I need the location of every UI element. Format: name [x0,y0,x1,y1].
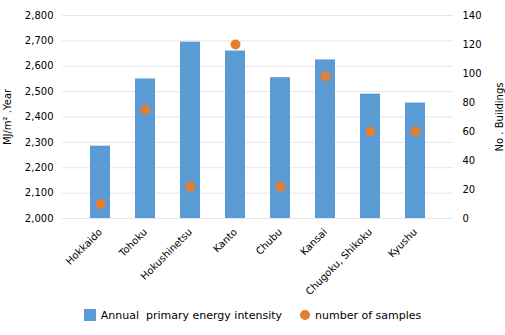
svg-text:2,500: 2,500 [25,86,54,97]
svg-text:Hokkaido: Hokkaido [64,226,105,267]
svg-text:Kanto: Kanto [211,226,239,254]
html-text:Annual primary energy intensit: Annual primary energy intensity [100,308,282,322]
svg-text:40: 40 [463,155,476,166]
svg-text:No . Buildings: No . Buildings [494,83,505,152]
svg-text:Chubu: Chubu [254,226,285,257]
svg-text:2,700: 2,700 [25,35,54,46]
svg-text:80: 80 [463,97,476,108]
svg-text:0: 0 [463,213,469,224]
svg-text:140: 140 [463,10,482,21]
html-text:number of samples: number of samples [315,308,422,322]
svg-text:Kyushu: Kyushu [386,226,419,259]
svg-text:Chugoku, Shikoku: Chugoku, Shikoku [303,226,374,297]
svg-text:2,100: 2,100 [25,187,54,198]
svg-text:Kansai: Kansai [298,226,329,257]
svg-text:2,200: 2,200 [25,162,54,173]
svg-text:2,000: 2,000 [25,213,54,224]
svg-text:Tohoku: Tohoku [116,226,149,259]
svg-text:60: 60 [463,126,476,137]
svg-text:2,400: 2,400 [25,111,54,122]
svg-text:120: 120 [463,39,482,50]
svg-text:2,600: 2,600 [25,60,54,71]
svg-text:2,800: 2,800 [25,10,54,21]
svg-text:Hokushinetsu: Hokushinetsu [138,226,194,282]
svg-text:20: 20 [463,184,476,195]
svg-text:100: 100 [463,68,482,79]
svg-text:2,300: 2,300 [25,137,54,148]
svg-text:MJ/m² .Year: MJ/m² .Year [2,88,13,145]
